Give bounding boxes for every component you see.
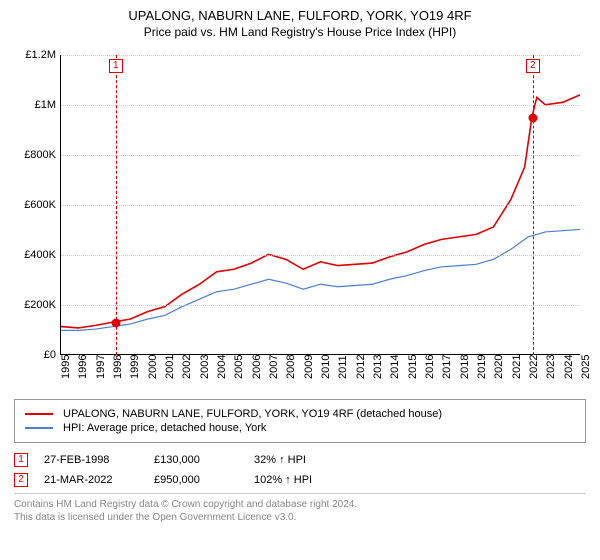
legend-item-2: HPI: Average price, detached house, York [25,422,575,434]
datapoint-date: 27-FEB-1998 [44,454,154,466]
footer-line-2: This data is licensed under the Open Gov… [14,511,586,524]
legend-swatch-2 [25,427,53,429]
y-tick-label: £600K [12,199,56,211]
datapoint-list: 1 27-FEB-1998 £130,000 32% ↑ HPI 2 21-MA… [14,453,586,487]
marker-label: 1 [109,59,123,73]
legend-item-1: UPALONG, NABURN LANE, FULFORD, YORK, YO1… [25,408,575,420]
legend: UPALONG, NABURN LANE, FULFORD, YORK, YO1… [14,399,586,443]
y-tick-label: £1M [12,99,56,111]
chart-subtitle: Price paid vs. HM Land Registry's House … [12,25,588,39]
datapoint-date: 21-MAR-2022 [44,474,154,486]
datapoint-price: £130,000 [154,454,254,466]
datapoint-marker: 2 [14,473,28,487]
footer: Contains HM Land Registry data © Crown c… [14,493,586,524]
legend-swatch-1 [25,413,53,415]
marker-label: 2 [526,59,540,73]
y-tick-label: £400K [12,249,56,261]
y-tick-label: £800K [12,149,56,161]
y-tick-label: £0 [12,349,56,361]
datapoint-price: £950,000 [154,474,254,486]
datapoint-row: 1 27-FEB-1998 £130,000 32% ↑ HPI [14,453,586,467]
below-chart: UPALONG, NABURN LANE, FULFORD, YORK, YO1… [12,399,588,524]
legend-label-1: UPALONG, NABURN LANE, FULFORD, YORK, YO1… [63,408,442,420]
y-tick-label: £1.2M [12,49,56,61]
plot-area: 12 [60,55,580,355]
chart-container: UPALONG, NABURN LANE, FULFORD, YORK, YO1… [0,0,600,560]
datapoint-row: 2 21-MAR-2022 £950,000 102% ↑ HPI [14,473,586,487]
datapoint-hpi: 102% ↑ HPI [254,474,312,486]
chart-area: £0£200K£400K£600K£800K£1M£1.2M 12 199519… [12,45,588,395]
footer-line-1: Contains HM Land Registry data © Crown c… [14,498,586,511]
legend-label-2: HPI: Average price, detached house, York [63,422,266,434]
x-tick-label: 2025 [580,355,600,379]
chart-title: UPALONG, NABURN LANE, FULFORD, YORK, YO1… [12,8,588,23]
y-tick-label: £200K [12,299,56,311]
datapoint-marker: 1 [14,453,28,467]
datapoint-hpi: 32% ↑ HPI [254,454,306,466]
